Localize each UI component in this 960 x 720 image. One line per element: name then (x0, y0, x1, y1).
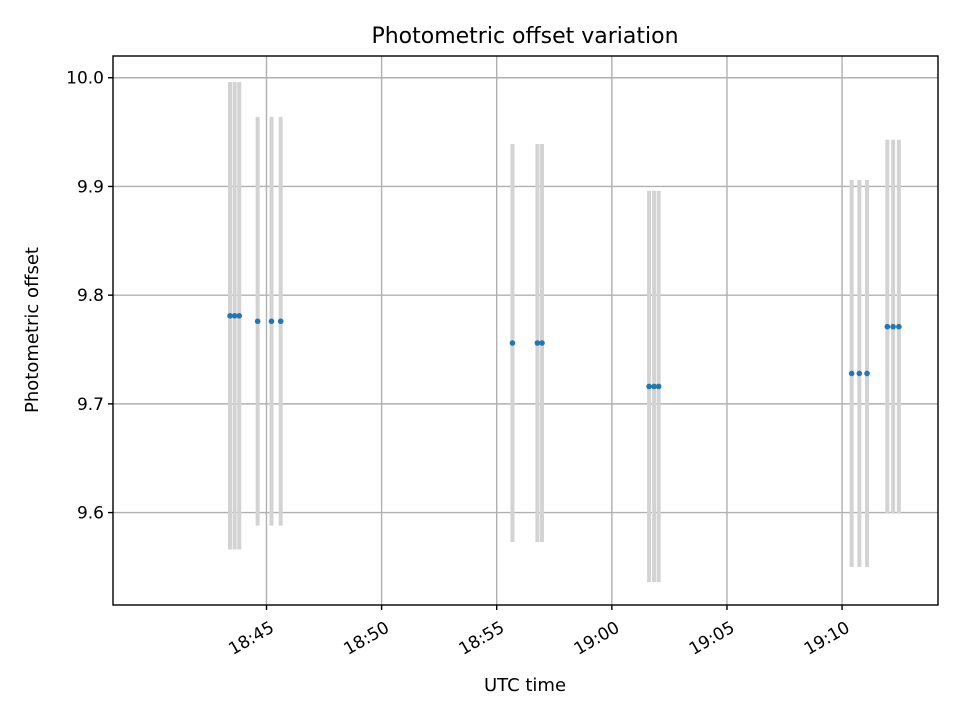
y-tick-label: 9.7 (77, 395, 104, 415)
data-point (254, 318, 261, 325)
x-tick-label: 18:55 (456, 618, 508, 660)
tick-layer: 18:45 18:50 18:55 19:00 19:05 19:10 9.6 9.7 9.8 9… (66, 69, 853, 660)
x-tick-label: 19:10 (801, 618, 853, 660)
y-axis-label: Photometric offset (22, 247, 43, 413)
data-point (539, 340, 545, 346)
data-point (231, 313, 238, 319)
data-point (864, 370, 870, 377)
data-point (646, 383, 652, 390)
x-tick-label: 18:50 (340, 618, 392, 660)
x-tick-label: 18:45 (225, 618, 277, 660)
data-point (896, 323, 902, 330)
data-point (227, 313, 233, 319)
data-point (268, 318, 275, 325)
errorbar-layer (228, 82, 901, 583)
grid-layer (113, 56, 938, 605)
plot-frame (112, 55, 939, 606)
chart-title: Photometric offset variation (371, 24, 678, 49)
data-point (277, 318, 284, 325)
y-tick-label: 10.0 (66, 69, 104, 89)
data-point (856, 370, 863, 377)
y-tick-label: 9.8 (77, 286, 104, 306)
y-tick-label: 9.9 (77, 177, 104, 197)
data-point (236, 313, 243, 319)
x-axis-label: UTC time (484, 675, 566, 696)
data-point (534, 340, 541, 346)
y-tick-label: 9.6 (77, 504, 104, 524)
data-point (890, 323, 896, 330)
data-point (509, 340, 516, 346)
data-point (655, 383, 662, 390)
x-tick-label: 19:05 (686, 618, 738, 660)
data-point (848, 370, 855, 377)
data-point (651, 383, 657, 390)
point-layer (227, 313, 902, 390)
data-point (884, 323, 891, 330)
x-tick-label: 19:00 (571, 618, 623, 660)
